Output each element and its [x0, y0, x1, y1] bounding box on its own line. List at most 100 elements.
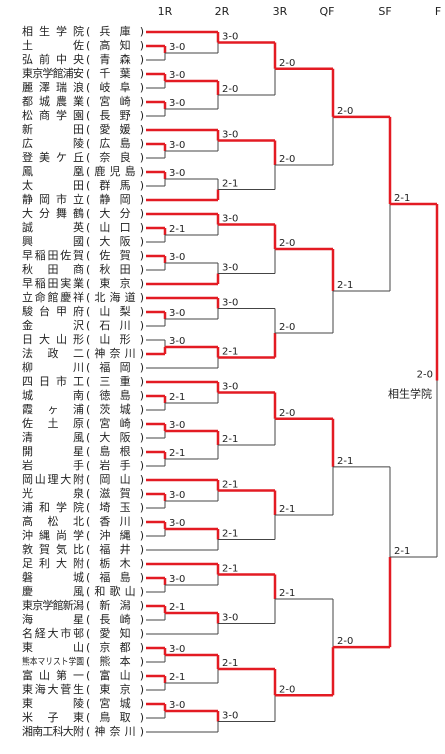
team-pref: (岡山) — [86, 473, 144, 486]
score: 2-1 — [169, 448, 185, 459]
team-name: 東山 — [22, 641, 84, 654]
team-pref: (福岡) — [86, 360, 144, 374]
round-header: 1R — [158, 5, 173, 18]
team-pref: (北海道) — [86, 290, 144, 304]
score: 2-1 — [337, 280, 353, 291]
team-name: 湘南工科大附 — [22, 724, 84, 738]
team-name: 秋田商 — [22, 262, 84, 276]
team-pref: (新潟) — [86, 598, 144, 612]
team-name: 敦賀気比 — [22, 542, 84, 556]
team-name: 土佐 — [22, 38, 84, 52]
team-name: 弘前中央 — [22, 52, 84, 66]
team-name: 東京学館浦安 — [22, 66, 84, 80]
score: 3-0 — [222, 382, 238, 393]
team-pref: (徳島) — [86, 388, 144, 402]
team-pref: (山口) — [86, 221, 144, 234]
team-pref: (群馬) — [86, 178, 144, 192]
team-name: 麗澤瑞浪 — [22, 80, 84, 94]
team-pref: (埼玉) — [86, 500, 144, 514]
team-name: 東海大菅生 — [22, 682, 84, 696]
team-pref: (島根) — [86, 444, 144, 458]
team-name: 金沢 — [22, 318, 84, 332]
team-name: 登美ケ丘 — [22, 150, 84, 164]
team-name: 法政二 — [22, 346, 84, 360]
team-name: 海星 — [22, 612, 84, 626]
score: 3-0 — [169, 644, 185, 655]
team-name: 高松北 — [22, 514, 84, 528]
team-name: 早稲田佐賀 — [22, 248, 84, 262]
team-pref: (奈良) — [86, 150, 144, 164]
team-pref: (富山) — [86, 668, 144, 682]
score: 2-1 — [222, 564, 238, 575]
score: 2-0 — [279, 58, 295, 69]
score: 2-1 — [169, 224, 185, 235]
team-name: 富山第一 — [22, 668, 84, 682]
score: 3-0 — [222, 214, 238, 225]
team-name: 足利大附 — [22, 556, 84, 570]
team-pref: (佐賀) — [86, 248, 144, 262]
team-name: 東陵 — [22, 697, 84, 710]
team-name: 米子東 — [22, 711, 84, 724]
team-pref: (岩手) — [86, 458, 144, 472]
team-pref: (広島) — [86, 136, 144, 150]
score: 3-0 — [222, 263, 238, 274]
team-pref: (兵庫) — [86, 24, 144, 38]
score: 2-1 — [222, 658, 238, 669]
score: 3-0 — [169, 700, 185, 711]
team-name: 太田 — [22, 179, 84, 192]
score: 3-0 — [222, 130, 238, 141]
score: 3-0 — [169, 336, 185, 347]
score: 3-0 — [222, 298, 238, 309]
team-name: 城南 — [22, 389, 84, 402]
team-name: 浦和学院 — [22, 500, 84, 514]
team-name: 霞ヶ浦 — [22, 403, 84, 416]
team-name: 早稲田実業 — [22, 276, 84, 290]
team-name: 名経大市邨 — [22, 626, 84, 640]
team-pref: (栃木) — [86, 556, 144, 570]
round-header: 3R — [273, 5, 288, 18]
team-pref: (秋田) — [86, 262, 144, 276]
score: 2-0 — [417, 369, 433, 380]
team-name: 四日市工 — [22, 374, 84, 388]
score: 3-0 — [169, 574, 185, 585]
score: 2-0 — [279, 408, 295, 419]
score: 2-0 — [279, 154, 295, 165]
team-pref: (大阪) — [86, 430, 144, 444]
team-name: 慶風 — [22, 584, 84, 598]
team-name: 興國 — [22, 235, 84, 248]
team-pref: (山形) — [86, 333, 144, 346]
team-pref: (愛媛) — [86, 122, 144, 136]
team-name: 都城農業 — [22, 94, 84, 108]
score: 3-0 — [169, 308, 185, 319]
score: 3-0 — [169, 70, 185, 81]
team-pref: (和歌山) — [86, 584, 144, 598]
round-header: F — [435, 5, 441, 18]
score: 2-1 — [279, 588, 295, 599]
team-pref: (茨城) — [86, 402, 144, 416]
score: 2-1 — [337, 456, 353, 467]
team-pref: (神奈川) — [86, 724, 144, 738]
score: 3-0 — [222, 32, 238, 43]
score: 3-0 — [169, 518, 185, 529]
team-pref: (滋賀) — [86, 487, 144, 500]
score: 2-1 — [394, 193, 410, 204]
team-pref: (山梨) — [86, 304, 144, 318]
team-name: 東京学館新潟 — [22, 598, 84, 612]
team-pref: (福井) — [86, 542, 144, 556]
score: 2-1 — [279, 504, 295, 515]
team-name: 立命館慶祥 — [22, 290, 84, 304]
round-header: SF — [378, 5, 391, 18]
score: 2-0 — [337, 636, 353, 647]
team-pref: (大阪) — [86, 234, 144, 248]
team-name: 日大山形 — [22, 332, 84, 346]
score: 2-1 — [169, 392, 185, 403]
team-name: 沖縄尚学 — [22, 528, 84, 542]
team-pref: (静岡) — [86, 192, 144, 206]
team-name: 駿台甲府 — [22, 304, 84, 318]
team-pref: (大分) — [86, 206, 144, 220]
team-name: 柳川 — [22, 360, 84, 374]
score: 2-0 — [279, 238, 295, 249]
team-pref: (三重) — [86, 374, 144, 388]
team-name: 岡山理大附 — [22, 472, 84, 486]
team-pref: (高知) — [86, 38, 144, 52]
